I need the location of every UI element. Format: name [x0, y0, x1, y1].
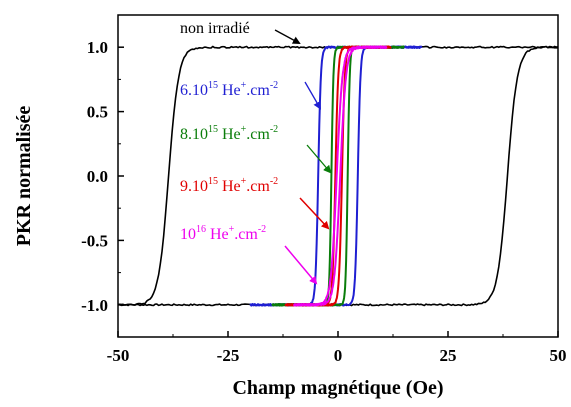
series-label-sup3: -2: [270, 176, 278, 187]
label-arrow: [284, 245, 318, 285]
x-tick-label: 50: [550, 346, 567, 365]
svg-text:6.1015 He+.cm-2: 6.1015 He+.cm-2: [180, 80, 278, 99]
x-tick-label: -25: [217, 346, 240, 365]
series-label-sup3: -2: [270, 124, 278, 135]
label-9e15: 9.1015 He+.cm-2: [180, 176, 330, 230]
series-3-descending-branch: [284, 45, 392, 307]
x-axis-title: Champ magnétique (Oe): [232, 377, 443, 399]
y-axis-title: PKR normalisée: [13, 106, 35, 247]
x-tick-label: 0: [334, 346, 343, 365]
series-label-sup3: -2: [270, 80, 278, 91]
svg-text:non irradié: non irradié: [180, 20, 250, 37]
series-label-sup2: +: [241, 124, 247, 135]
series-label-sup2: +: [241, 176, 247, 187]
series-label-suffix: He: [218, 178, 241, 195]
label-1e16: 1016 He+.cm-2: [180, 224, 318, 285]
label-6e15: 6.1015 He+.cm-2: [180, 80, 321, 110]
svg-text:9.1015 He+.cm-2: 9.1015 He+.cm-2: [180, 176, 278, 195]
series-label-sup: 15: [208, 80, 218, 91]
label-arrow: [274, 29, 301, 44]
label-arrow: [304, 81, 321, 110]
x-tick-label: -50: [107, 346, 130, 365]
series-label-sup: 16: [196, 224, 206, 235]
series-label-sup: 15: [208, 124, 218, 135]
series-label-tail: .cm: [246, 82, 270, 99]
series-label-sup: 15: [208, 176, 218, 187]
label-arrow: [299, 197, 330, 230]
svg-text:1016 He+.cm-2: 1016 He+.cm-2: [180, 224, 266, 243]
series-label-tail: .cm: [246, 178, 270, 195]
series-label-suffix: He: [218, 126, 241, 143]
series-label-text: 10: [180, 226, 196, 243]
y-tick-label: 0.5: [87, 103, 108, 122]
tick-layer: -50 -25 0 25 50 -1.0 -0.5 0.0 0.5 1.0: [81, 38, 566, 365]
y-tick-label: -0.5: [81, 231, 108, 250]
series-label-text: 6.10: [180, 82, 208, 99]
series-label-text: non irradié: [180, 20, 250, 37]
label-non-irradie: non irradié: [180, 20, 301, 44]
series-label-sup3: -2: [258, 224, 266, 235]
x-tick-label: 25: [440, 346, 457, 365]
series-4-descending-branch: [293, 45, 388, 307]
series-layer: [118, 45, 558, 307]
label-8e15: 8.1015 He+.cm-2: [180, 124, 332, 174]
y-tick-label: -1.0: [81, 296, 108, 315]
series-label-sup2: +: [241, 80, 247, 91]
y-tick-label: 1.0: [87, 38, 108, 57]
series-label-sup2: +: [229, 224, 235, 235]
label-arrow: [306, 144, 332, 174]
series-label-tail: .cm: [234, 226, 258, 243]
series-label-text: 8.10: [180, 126, 208, 143]
series-label-tail: .cm: [246, 126, 270, 143]
series-label-suffix: He: [218, 82, 241, 99]
series-label-suffix: He: [206, 226, 229, 243]
y-tick-label: 0.0: [87, 167, 108, 186]
series-label-text: 9.10: [180, 178, 208, 195]
svg-text:8.1015 He+.cm-2: 8.1015 He+.cm-2: [180, 124, 278, 143]
